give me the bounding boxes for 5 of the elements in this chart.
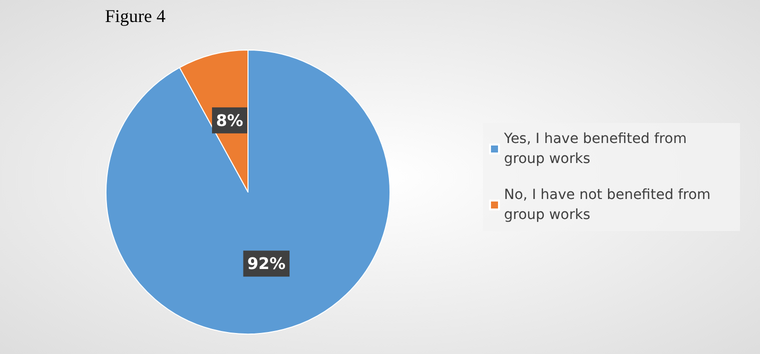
legend-label: No, I have not benefited from group works	[504, 187, 715, 223]
chart-title: Figure 4	[105, 6, 166, 26]
legend-label: Yes, I have benefited from group works	[503, 131, 692, 167]
data-label: 8%	[216, 110, 244, 130]
data-label: 92%	[247, 254, 286, 274]
